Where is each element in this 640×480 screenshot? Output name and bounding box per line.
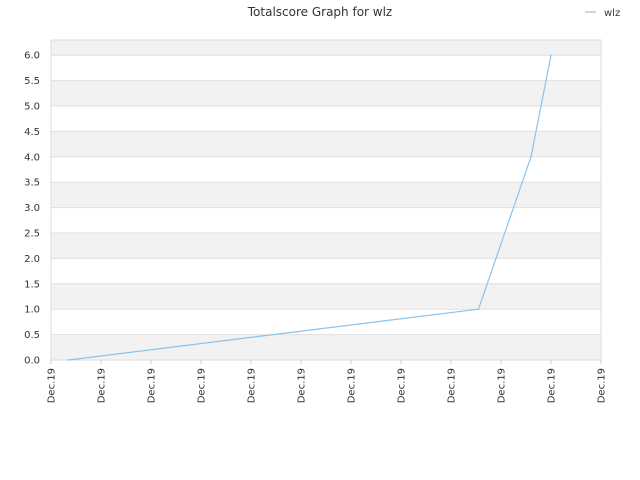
y-tick-label: 4.5 bbox=[24, 127, 40, 138]
plot-band bbox=[51, 131, 601, 157]
y-tick-label: 1.5 bbox=[24, 279, 40, 290]
x-tick-label: Dec.19 bbox=[247, 368, 258, 403]
data-point bbox=[530, 156, 532, 158]
x-tick-label: Dec.19 bbox=[147, 368, 158, 403]
gridlines bbox=[51, 54, 601, 361]
legend-label: wlz bbox=[604, 8, 620, 19]
x-tick-label: Dec.19 bbox=[97, 368, 108, 403]
x-axis-ticks: Dec.19 Dec.19 Dec.19 Dec.19 Dec.19 Dec.19 Dec.… bbox=[47, 360, 608, 403]
y-tick-label: 1.0 bbox=[24, 305, 40, 316]
series-group bbox=[67, 54, 552, 361]
x-tick-label: Dec.19 bbox=[447, 368, 458, 403]
y-axis-ticks: 0.0 0.5 1.0 1.5 2.0 2.5 3.0 3.5 4.0 4.5 5.0 5.5 6.0 bbox=[24, 51, 40, 367]
y-tick-label: 3.5 bbox=[24, 178, 40, 189]
plot-band bbox=[51, 156, 601, 183]
plot-band bbox=[51, 106, 601, 132]
x-tick-label: Dec.19 bbox=[47, 368, 58, 403]
data-point bbox=[477, 308, 480, 311]
chart-title: Totalscore Graph for wlz bbox=[247, 5, 392, 19]
plot-frame bbox=[50, 39, 602, 361]
plot-bands bbox=[51, 40, 601, 360]
plot-band bbox=[51, 80, 601, 107]
plot-band bbox=[51, 207, 601, 234]
x-tick-label: Dec.19 bbox=[347, 368, 358, 403]
plot-band bbox=[51, 55, 601, 81]
plot-band bbox=[51, 283, 601, 310]
y-tick-label: 5.0 bbox=[24, 102, 40, 113]
legend: wlz bbox=[585, 8, 620, 19]
y-tick-label: 0.0 bbox=[24, 356, 40, 367]
data-point bbox=[67, 359, 70, 361]
x-tick-label: Dec.19 bbox=[597, 368, 608, 403]
plot-band bbox=[51, 233, 601, 259]
y-tick-label: 4.0 bbox=[24, 152, 40, 163]
y-tick-label: 0.5 bbox=[24, 330, 40, 341]
y-tick-label: 2.0 bbox=[24, 254, 40, 265]
series-line-wlz bbox=[68, 55, 552, 361]
x-tick-label: Dec.19 bbox=[197, 368, 208, 403]
data-point bbox=[550, 54, 552, 57]
x-tick-label: Dec.19 bbox=[547, 368, 558, 403]
x-tick-label: Dec.19 bbox=[397, 368, 408, 403]
y-tick-label: 5.5 bbox=[24, 76, 40, 87]
plot-band bbox=[51, 258, 601, 284]
plot-band bbox=[51, 182, 601, 208]
plot-band bbox=[51, 334, 601, 360]
y-tick-label: 2.5 bbox=[24, 229, 40, 240]
plot-band bbox=[51, 309, 601, 335]
plot-band bbox=[51, 40, 601, 56]
y-tick-label: 6.0 bbox=[24, 51, 40, 62]
y-tick-label: 3.0 bbox=[24, 203, 40, 214]
x-tick-label: Dec.19 bbox=[497, 368, 508, 403]
x-tick-label: Dec.19 bbox=[297, 368, 308, 403]
